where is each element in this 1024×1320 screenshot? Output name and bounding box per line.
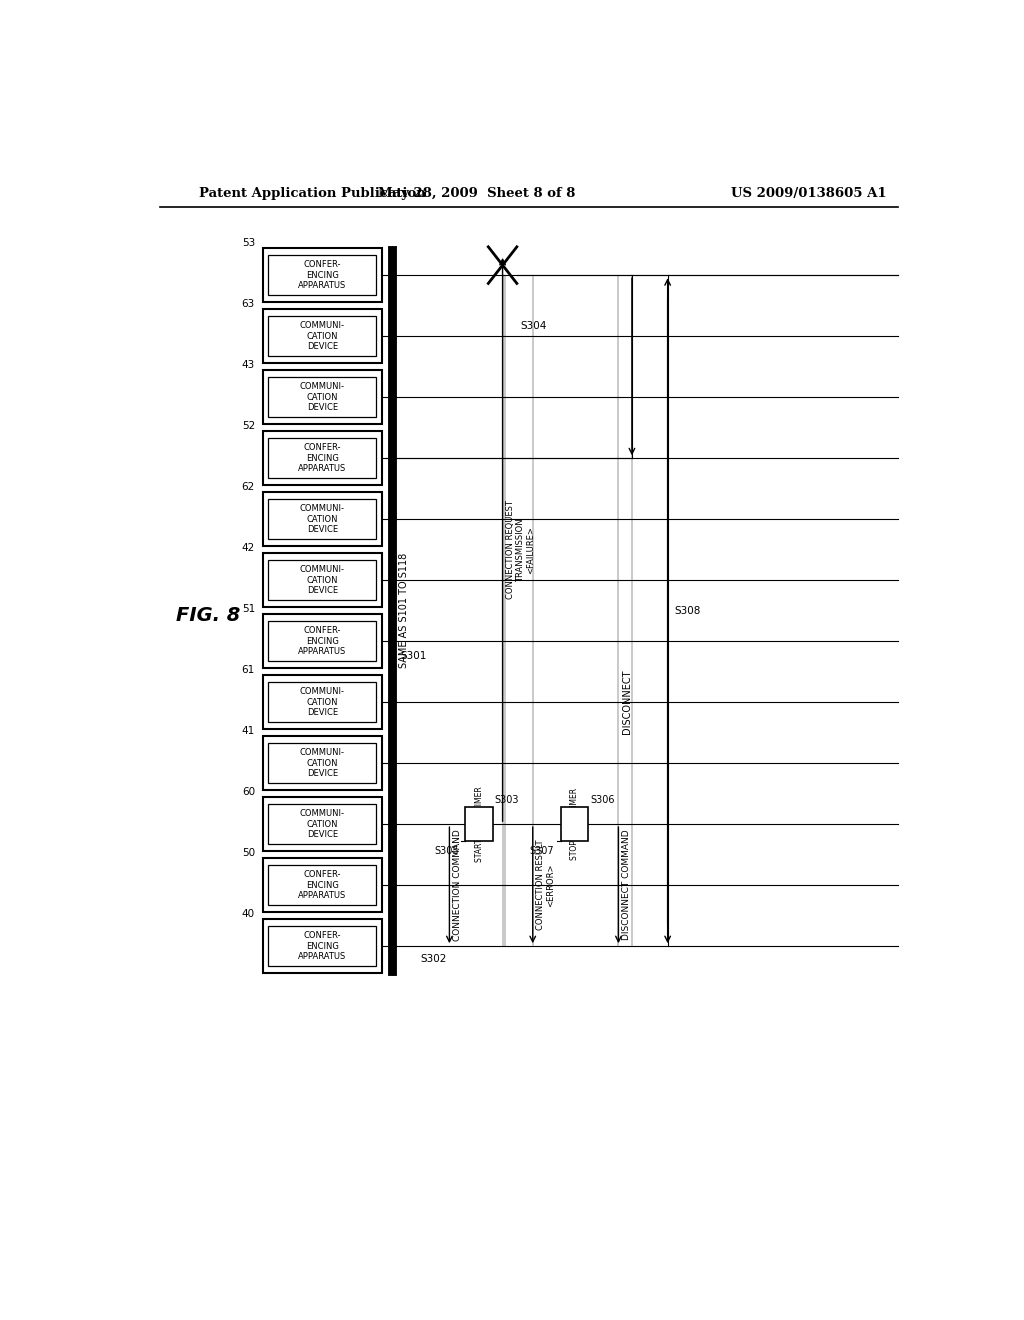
Bar xyxy=(268,499,377,539)
Text: CONNECTION RESULT
<ERROR>: CONNECTION RESULT <ERROR> xyxy=(536,840,555,931)
Text: COMMUNI-
CATION
DEVICE: COMMUNI- CATION DEVICE xyxy=(300,504,345,535)
Text: DISCONNECT: DISCONNECT xyxy=(623,671,633,734)
Text: 62: 62 xyxy=(242,482,255,492)
Text: S305: S305 xyxy=(434,846,459,855)
Bar xyxy=(268,622,377,661)
Text: S308: S308 xyxy=(674,606,700,615)
Bar xyxy=(268,378,377,417)
Bar xyxy=(263,553,382,607)
Text: COMMUNI-
CATION
DEVICE: COMMUNI- CATION DEVICE xyxy=(300,748,345,777)
Bar xyxy=(268,438,377,478)
Text: S303: S303 xyxy=(495,796,519,805)
Text: CONFER-
ENCING
APPARATUS: CONFER- ENCING APPARATUS xyxy=(298,870,346,900)
Bar xyxy=(263,797,382,851)
Bar xyxy=(263,309,382,363)
Text: 53: 53 xyxy=(242,239,255,248)
Text: DISCONNECT COMMAND: DISCONNECT COMMAND xyxy=(622,830,631,940)
Bar xyxy=(268,804,377,843)
Bar xyxy=(268,743,377,783)
Text: CONFER-
ENCING
APPARATUS: CONFER- ENCING APPARATUS xyxy=(298,931,346,961)
Text: STOP THIRD TIMER: STOP THIRD TIMER xyxy=(570,788,579,861)
Bar xyxy=(263,614,382,668)
Text: 52: 52 xyxy=(242,421,255,432)
Text: US 2009/0138605 A1: US 2009/0138605 A1 xyxy=(731,187,887,201)
Text: 40: 40 xyxy=(242,909,255,919)
Bar xyxy=(465,808,494,841)
Bar xyxy=(263,676,382,729)
Text: 61: 61 xyxy=(242,665,255,675)
Bar xyxy=(263,432,382,486)
Bar xyxy=(268,256,377,296)
Bar xyxy=(268,866,377,906)
Text: 51: 51 xyxy=(242,605,255,614)
Bar xyxy=(263,919,382,973)
Bar xyxy=(263,858,382,912)
Bar xyxy=(263,492,382,546)
Text: S301: S301 xyxy=(400,651,427,661)
Text: Patent Application Publication: Patent Application Publication xyxy=(200,187,426,201)
Bar xyxy=(263,248,382,302)
Bar xyxy=(268,927,377,966)
Text: S302: S302 xyxy=(421,954,447,964)
Text: 41: 41 xyxy=(242,726,255,737)
Bar xyxy=(268,561,377,601)
Text: 42: 42 xyxy=(242,544,255,553)
Text: COMMUNI-
CATION
DEVICE: COMMUNI- CATION DEVICE xyxy=(300,383,345,412)
Text: CONNECTION REQUEST
TRANSMISSION
<FAILURE>: CONNECTION REQUEST TRANSMISSION <FAILURE… xyxy=(506,500,536,599)
Bar xyxy=(268,682,377,722)
Text: 60: 60 xyxy=(242,787,255,797)
Text: START THIRD TIMER: START THIRD TIMER xyxy=(475,787,483,862)
Text: CONFER-
ENCING
APPARATUS: CONFER- ENCING APPARATUS xyxy=(298,260,346,290)
Text: CONFER-
ENCING
APPARATUS: CONFER- ENCING APPARATUS xyxy=(298,626,346,656)
Text: 63: 63 xyxy=(242,300,255,309)
Text: COMMUNI-
CATION
DEVICE: COMMUNI- CATION DEVICE xyxy=(300,809,345,840)
Bar xyxy=(263,737,382,791)
Text: COMMUNI-
CATION
DEVICE: COMMUNI- CATION DEVICE xyxy=(300,321,345,351)
Text: May 28, 2009  Sheet 8 of 8: May 28, 2009 Sheet 8 of 8 xyxy=(379,187,575,201)
Text: SAME AS S101 TO S118: SAME AS S101 TO S118 xyxy=(398,553,409,668)
Text: COMMUNI-
CATION
DEVICE: COMMUNI- CATION DEVICE xyxy=(300,688,345,717)
Bar xyxy=(268,317,377,356)
Text: S304: S304 xyxy=(521,321,547,331)
Bar xyxy=(560,808,588,841)
Text: 43: 43 xyxy=(242,360,255,370)
Text: 50: 50 xyxy=(242,849,255,858)
Text: S306: S306 xyxy=(590,796,614,805)
Text: COMMUNI-
CATION
DEVICE: COMMUNI- CATION DEVICE xyxy=(300,565,345,595)
Text: S307: S307 xyxy=(529,846,554,855)
Text: CONFER-
ENCING
APPARATUS: CONFER- ENCING APPARATUS xyxy=(298,444,346,473)
Text: FIG. 8: FIG. 8 xyxy=(176,606,240,626)
Bar xyxy=(263,371,382,424)
Text: CONNECTION COMMAND: CONNECTION COMMAND xyxy=(453,829,462,941)
